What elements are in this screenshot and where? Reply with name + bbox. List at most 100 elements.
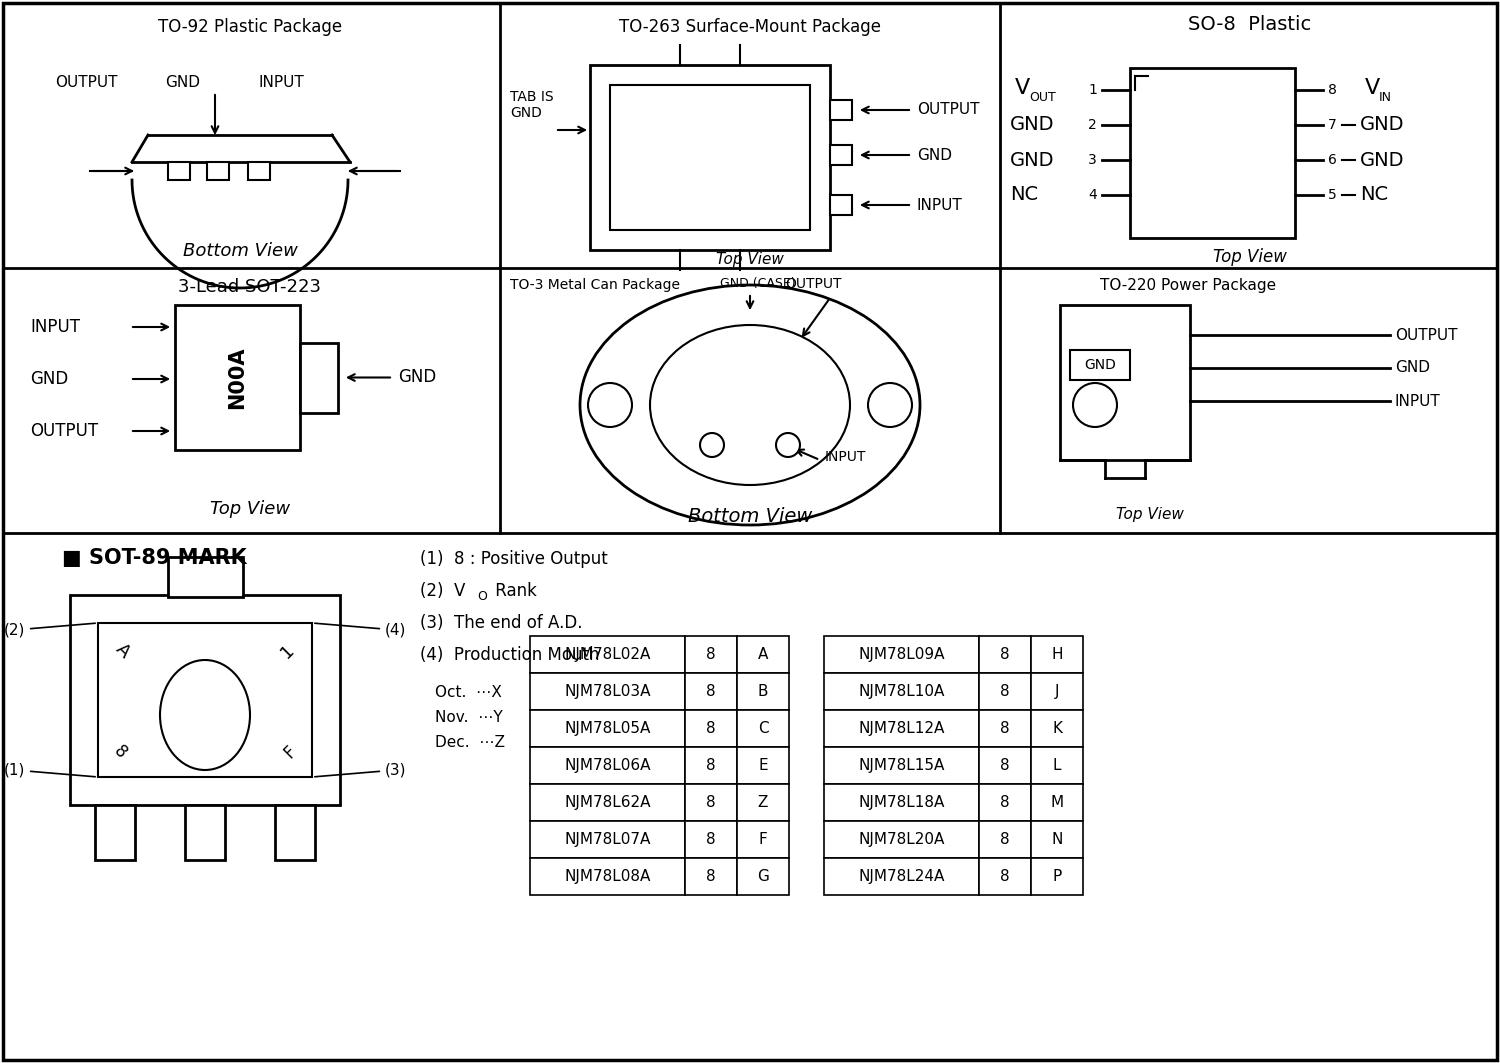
Text: IN: IN [1378, 91, 1392, 104]
Text: Top View: Top View [210, 500, 290, 518]
Text: 8: 8 [706, 795, 716, 810]
Bar [686, 636, 736, 673]
Circle shape [1072, 383, 1118, 427]
Text: 8: 8 [706, 832, 716, 847]
Text: NJM78L08A: NJM78L08A [564, 868, 651, 884]
Text: 8: 8 [1328, 83, 1336, 97]
Text: NJM78L12A: NJM78L12A [858, 721, 945, 736]
Bar [824, 858, 980, 895]
Text: Z: Z [758, 795, 768, 810]
Text: GND (CASE): GND (CASE) [720, 277, 795, 290]
Text: (2): (2) [3, 623, 94, 638]
Text: 8: 8 [706, 647, 716, 662]
Text: 8: 8 [706, 721, 716, 736]
Text: 2: 2 [1088, 118, 1096, 132]
Text: OUTPUT: OUTPUT [30, 422, 98, 440]
Text: (1): (1) [3, 762, 94, 777]
Bar [1030, 673, 1083, 710]
Circle shape [868, 383, 912, 427]
Text: GND: GND [1084, 358, 1116, 372]
Bar [610, 85, 810, 230]
Text: 7: 7 [1328, 118, 1336, 132]
Text: INPUT: INPUT [825, 450, 867, 465]
Text: 8: 8 [706, 684, 716, 699]
Text: NJM78L09A: NJM78L09A [858, 647, 945, 662]
Bar [1060, 305, 1190, 460]
Bar [980, 784, 1030, 821]
Text: (4): (4) [315, 623, 407, 638]
Bar [176, 305, 300, 450]
Bar [530, 747, 686, 784]
Text: F: F [759, 832, 768, 847]
Bar [1030, 858, 1083, 895]
Bar [736, 747, 789, 784]
Text: Bottom View: Bottom View [183, 242, 297, 260]
Bar [1070, 350, 1130, 379]
Bar [168, 162, 190, 180]
Text: E: E [758, 758, 768, 773]
Bar [980, 821, 1030, 858]
Bar [686, 710, 736, 747]
Text: TO-220 Power Package: TO-220 Power Package [1100, 279, 1276, 293]
Bar [980, 710, 1030, 747]
Text: GND: GND [1395, 360, 1429, 375]
Bar [736, 673, 789, 710]
Text: GND: GND [398, 369, 436, 387]
Text: ■ SOT-89 MARK: ■ SOT-89 MARK [62, 549, 246, 568]
Text: K: K [1052, 721, 1062, 736]
Text: 1: 1 [1088, 83, 1096, 97]
Text: 1: 1 [276, 641, 297, 661]
Bar [736, 784, 789, 821]
Text: GND: GND [165, 75, 200, 90]
Text: OUT: OUT [1029, 91, 1056, 104]
Text: 8: 8 [706, 758, 716, 773]
Bar [207, 162, 230, 180]
Text: N: N [1052, 832, 1062, 847]
Text: O: O [477, 590, 488, 603]
Bar [824, 747, 980, 784]
Bar [686, 858, 736, 895]
Text: N00A: N00A [228, 347, 248, 409]
Bar [248, 162, 270, 180]
Text: NJM78L20A: NJM78L20A [858, 832, 945, 847]
Text: 8: 8 [110, 742, 130, 762]
Text: 5: 5 [1328, 188, 1336, 202]
Text: GND: GND [1010, 116, 1054, 135]
Bar [274, 805, 315, 860]
Text: OUTPUT: OUTPUT [1395, 327, 1458, 342]
Text: (2)  V: (2) V [420, 583, 465, 600]
Text: M: M [1050, 795, 1064, 810]
Text: 6: 6 [1328, 153, 1336, 167]
Ellipse shape [650, 325, 850, 485]
Bar [168, 557, 243, 597]
Bar [824, 636, 980, 673]
Circle shape [588, 383, 632, 427]
Text: L: L [1053, 758, 1062, 773]
Text: (4)  Production Mouth: (4) Production Mouth [420, 646, 600, 664]
Text: INPUT: INPUT [1395, 393, 1440, 408]
Text: 8: 8 [1000, 758, 1010, 773]
Ellipse shape [580, 285, 920, 525]
Text: (1)  8 : Positive Output: (1) 8 : Positive Output [420, 550, 608, 568]
Text: Top View: Top View [716, 252, 784, 267]
Text: 8: 8 [1000, 647, 1010, 662]
Text: NJM78L15A: NJM78L15A [858, 758, 945, 773]
Text: V: V [1016, 78, 1031, 98]
Text: Nov.  ⋯Y: Nov. ⋯Y [435, 710, 502, 725]
Text: Rank: Rank [490, 583, 537, 600]
Text: NJM78L62A: NJM78L62A [564, 795, 651, 810]
Bar [980, 858, 1030, 895]
Bar [184, 805, 225, 860]
Bar [824, 710, 980, 747]
Text: J: J [1054, 684, 1059, 699]
Bar [1030, 821, 1083, 858]
Text: NJM78L06A: NJM78L06A [564, 758, 651, 773]
Bar [736, 636, 789, 673]
Text: INPUT: INPUT [916, 198, 963, 213]
Text: B: B [758, 684, 768, 699]
Bar [1130, 68, 1294, 238]
Circle shape [700, 433, 724, 457]
Text: A: A [112, 640, 134, 662]
Text: NJM78L05A: NJM78L05A [564, 721, 651, 736]
Text: TAB IS
GND: TAB IS GND [510, 90, 554, 120]
